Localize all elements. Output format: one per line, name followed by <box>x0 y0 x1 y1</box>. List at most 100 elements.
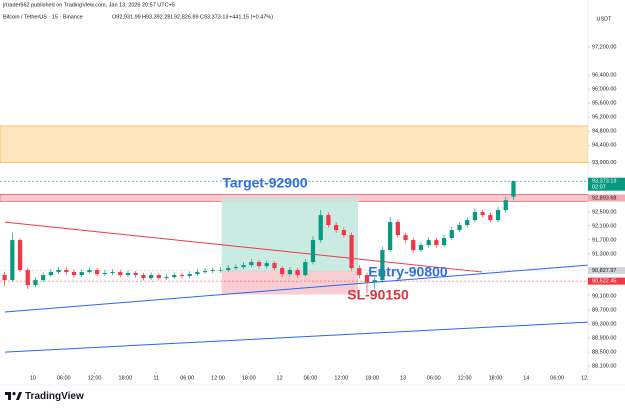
candle-body <box>426 240 431 246</box>
candle-body <box>295 270 300 276</box>
candle-body <box>341 230 346 236</box>
candle-body <box>226 268 231 271</box>
candle-body <box>210 270 215 272</box>
candle-body <box>395 222 400 236</box>
candle-body <box>241 265 246 268</box>
candle-body <box>164 277 169 279</box>
candle-body <box>457 225 462 231</box>
brand-logo <box>5 392 22 400</box>
candle-body <box>403 235 408 241</box>
x-tick-label: 06:00 <box>427 375 441 381</box>
candle-body <box>495 210 501 221</box>
candle-body <box>411 240 416 251</box>
candle-body <box>364 275 370 283</box>
logo-part <box>12 392 16 396</box>
candle-body <box>95 270 100 275</box>
candle-body <box>2 274 7 281</box>
x-tick-label: 12 <box>277 375 283 381</box>
candle-body <box>33 280 38 286</box>
candle-body <box>418 245 424 251</box>
candle-body <box>41 275 46 281</box>
y-tick-label: 89,700.00 <box>592 307 616 313</box>
x-tick-label: 12:00 <box>458 375 472 381</box>
candle-body <box>17 240 23 271</box>
y-tick-label: 88,900.00 <box>592 335 616 341</box>
candle-body <box>79 272 84 276</box>
candle-body <box>272 263 277 269</box>
candle-body <box>202 271 208 273</box>
candle-body <box>357 268 362 276</box>
trend-line <box>4 321 589 353</box>
price-axis-panel <box>588 0 625 384</box>
candle-body <box>318 215 323 241</box>
candle-body <box>334 225 339 231</box>
price-sublabel: 02:07 <box>592 185 606 191</box>
ohlc-value: +441.15 (+0.47%) <box>229 14 273 20</box>
candle-body <box>125 273 131 276</box>
symbol: Bitcoin / TetherUS · 15 · Binance <box>3 14 83 20</box>
candle-body <box>218 270 223 271</box>
candle-body <box>287 270 293 275</box>
candle-body <box>87 270 92 273</box>
x-tick-label: 12:00 <box>334 375 348 381</box>
candle-body <box>387 222 393 251</box>
x-tick-label: 12:00 <box>88 375 102 381</box>
candle-body <box>372 280 377 283</box>
candle-body <box>10 240 15 281</box>
candle-body <box>187 274 192 277</box>
candle-body <box>480 212 485 216</box>
candle-body <box>488 215 493 221</box>
ohlc-value: L92,826.89 <box>171 14 199 20</box>
candle-body <box>349 235 354 269</box>
candle-body <box>56 270 61 273</box>
trend-line <box>4 221 483 273</box>
price-label-box <box>588 277 625 285</box>
entry-label: Entry-90800 <box>368 264 448 280</box>
candle-body <box>141 275 146 279</box>
y-tick-label: 89,300.00 <box>592 321 616 327</box>
ohlc-value: C93,373.13 <box>200 14 228 20</box>
y-tick-label: 90,100.00 <box>592 293 616 299</box>
candle-body <box>441 238 447 246</box>
candle-body <box>249 262 254 266</box>
candle-body <box>449 230 454 239</box>
currency: USDT <box>597 16 613 22</box>
ohlc-value: O92,931.99 <box>112 14 141 20</box>
y-tick-label: 91,700.00 <box>592 237 616 243</box>
y-tick-label: 96,000.00 <box>592 87 616 93</box>
ohlc-value: H93,392.28 <box>142 14 170 20</box>
y-tick-label: 96,400.00 <box>592 73 616 79</box>
price-label: 93,373.13 <box>592 179 616 185</box>
candle-body <box>380 250 385 281</box>
x-tick-label: 10 <box>30 375 36 381</box>
candle-body <box>25 270 30 286</box>
sl-label: SL-90150 <box>347 287 409 303</box>
y-tick-label: 95,600.00 <box>592 101 616 107</box>
candle-body <box>179 275 185 277</box>
candle-body <box>465 220 470 226</box>
candle-body <box>326 215 331 226</box>
candle-body <box>64 270 69 273</box>
y-tick-label: 92,100.00 <box>592 223 616 229</box>
price-label-box <box>588 266 625 274</box>
price-label-box <box>588 177 625 191</box>
price-label: 90,827.97 <box>592 268 616 274</box>
brand: TradingView <box>25 391 84 402</box>
candle-body <box>256 262 262 267</box>
zone <box>0 125 589 164</box>
logo-part <box>16 392 22 400</box>
y-tick-label: 92,500.00 <box>592 209 616 215</box>
x-tick-label: 18:00 <box>119 375 133 381</box>
candle-body <box>434 240 439 246</box>
y-tick-label: 93,900.00 <box>592 160 616 166</box>
candle-body <box>148 275 154 279</box>
candle-body <box>110 272 115 274</box>
x-tick-label: 06:00 <box>550 375 564 381</box>
candle-body <box>511 181 516 197</box>
logo-part <box>8 392 11 400</box>
candle-body <box>133 273 138 276</box>
y-tick-label: 88,100.00 <box>592 363 616 369</box>
x-tick-label: 14 <box>523 375 529 381</box>
zone <box>221 197 359 272</box>
